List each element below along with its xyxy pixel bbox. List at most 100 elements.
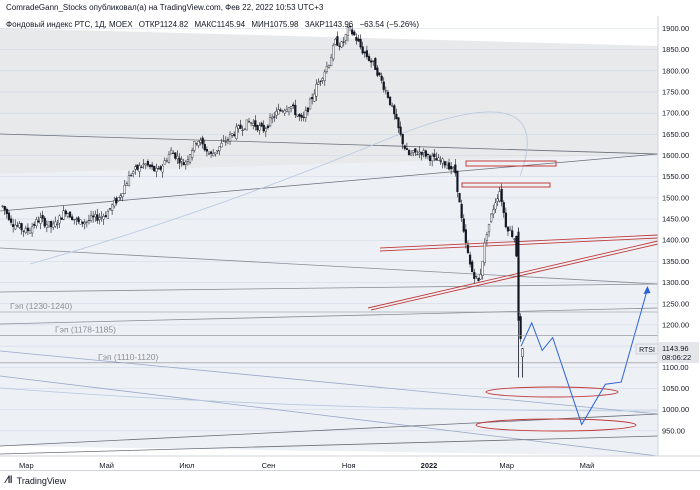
candle-body <box>85 221 88 223</box>
candle-body <box>115 198 118 204</box>
candle-body <box>311 97 314 100</box>
forecast-projection-line <box>520 288 648 426</box>
candle-body <box>397 117 400 129</box>
time-tick-label: Июл <box>179 461 194 470</box>
candle-body <box>172 152 175 154</box>
candle-body <box>521 348 524 358</box>
candle-body <box>407 150 411 156</box>
price-tick-label: 950.00 <box>662 426 685 435</box>
candle-body <box>456 170 459 193</box>
candle-body <box>321 78 324 81</box>
candle-body <box>201 137 204 145</box>
candle-body <box>403 145 406 149</box>
candle-body <box>37 220 40 223</box>
candle-body <box>450 166 453 170</box>
candle-body <box>96 214 99 221</box>
candle-body <box>277 109 280 115</box>
candle-body <box>35 219 38 227</box>
candle-body <box>108 208 112 210</box>
candle-body <box>43 217 46 227</box>
candle-body <box>357 38 360 42</box>
countdown-value: 08:06:22 <box>662 353 691 362</box>
candle-body <box>1 205 4 207</box>
candle-body <box>132 171 135 174</box>
time-tick-label: Мар <box>19 461 34 470</box>
candle-body <box>178 157 181 164</box>
candle-body <box>338 45 341 47</box>
candle-body <box>245 119 248 131</box>
candle-body <box>83 222 86 225</box>
candle-body <box>420 152 423 156</box>
candle-body <box>56 223 59 225</box>
candle-body <box>81 221 84 224</box>
candle-body <box>462 218 465 232</box>
candle-body <box>148 164 152 168</box>
candle-body <box>79 219 82 225</box>
price-tick-label: 1800.00 <box>662 66 689 75</box>
candle-body <box>500 188 503 203</box>
candle-body <box>264 128 267 132</box>
candle-body <box>447 162 451 170</box>
candle-body <box>153 166 156 172</box>
candle-body <box>468 254 472 265</box>
resistance-box-lower <box>461 182 551 188</box>
chart-title: Фондовый индекс РТС, 1Д, MOEX <box>6 20 133 29</box>
candle-body <box>287 107 291 113</box>
candle-body <box>327 65 331 68</box>
candle-body <box>479 274 482 280</box>
price-axis-ticks: 950.001000.001050.001100.001150.001200.0… <box>662 24 689 435</box>
candle-body <box>214 152 217 155</box>
candle-body <box>372 60 375 62</box>
candle-body <box>212 153 215 157</box>
candle-body <box>384 90 387 92</box>
price-axis[interactable] <box>658 16 700 456</box>
candle-body <box>281 110 284 112</box>
candle-body <box>87 219 91 221</box>
symbol-label: RTSI <box>639 347 655 354</box>
candle-body <box>188 154 192 163</box>
candle-body <box>473 272 476 279</box>
candle-body <box>378 72 381 75</box>
candle-body <box>494 202 497 210</box>
candle-body <box>31 226 34 234</box>
candle-body <box>233 134 236 136</box>
candle-body <box>504 212 507 228</box>
price-chart[interactable]: Гэп (1230-1240) Гэп (1178-1185) Гэп (1110-… <box>0 16 700 470</box>
candle-body <box>5 208 8 215</box>
time-tick-label: Май <box>99 461 114 470</box>
candle-body <box>184 161 187 165</box>
candle-body <box>346 27 350 36</box>
candle-body <box>443 161 446 166</box>
candle-body <box>151 164 154 168</box>
candle-body <box>127 175 131 187</box>
chart-legend: Фондовый индекс РТС, 1Д, MOEX ОТКР1124.8… <box>6 20 419 29</box>
candle-body <box>393 105 396 115</box>
candle-body <box>271 116 274 119</box>
price-tick-label: 1600.00 <box>662 151 689 160</box>
price-tick-label: 1700.00 <box>662 109 689 118</box>
candle-body <box>308 98 312 110</box>
candle-body <box>18 223 21 228</box>
candle-body <box>226 139 230 141</box>
candle-body <box>388 96 392 106</box>
candle-body <box>28 230 32 234</box>
candle-body <box>361 46 364 54</box>
time-tick-label: Мар <box>499 461 514 470</box>
candle-body <box>275 111 278 116</box>
candle-body <box>3 206 6 210</box>
candle-body <box>292 104 295 107</box>
candle-body <box>174 152 177 159</box>
candle-body <box>418 151 421 154</box>
candle-body <box>9 218 13 223</box>
candle-body <box>64 210 67 215</box>
candlestick-series <box>1 23 524 378</box>
candle-body <box>45 224 48 228</box>
candle-body <box>186 159 190 162</box>
candle-body <box>134 166 137 170</box>
candle-body <box>243 128 246 130</box>
candle-body <box>218 146 221 151</box>
price-tick-label: 1750.00 <box>662 88 689 97</box>
candle-body <box>209 151 213 154</box>
gap-label: Гэп (1110-1120) <box>98 352 158 362</box>
candle-body <box>367 55 371 61</box>
